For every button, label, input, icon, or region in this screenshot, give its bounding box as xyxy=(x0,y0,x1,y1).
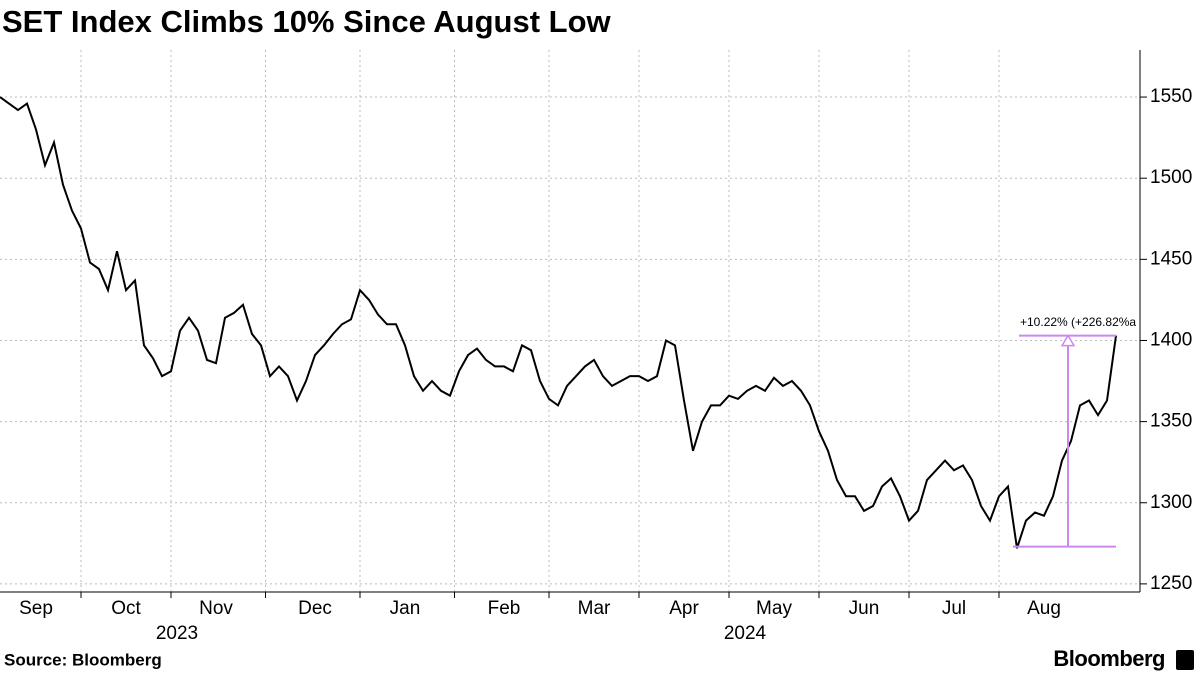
x-tick-label: Nov xyxy=(199,598,233,619)
year-label: 2023 xyxy=(156,623,198,644)
x-tick-label: May xyxy=(756,598,792,619)
x-tick-label: Apr xyxy=(669,598,699,619)
y-tick-label: 1500 xyxy=(1150,167,1192,188)
x-tick-label: Jun xyxy=(849,598,880,619)
y-tick-label: 1400 xyxy=(1150,329,1192,350)
year-label: 2024 xyxy=(724,623,767,644)
y-tick-label: 1550 xyxy=(1150,86,1192,107)
x-tick-label: Aug xyxy=(1027,598,1061,619)
x-tick-label: Sep xyxy=(19,598,53,619)
annotation-arrowhead xyxy=(1060,334,1076,347)
x-tick-label: Feb xyxy=(488,598,521,619)
brand-icon xyxy=(1176,650,1194,670)
x-tick-label: Jan xyxy=(390,598,421,619)
brand: Bloomberg xyxy=(1053,646,1165,671)
x-tick-label: Oct xyxy=(111,598,141,619)
y-tick-label: 1300 xyxy=(1150,492,1192,513)
y-tick-label: 1250 xyxy=(1150,573,1192,594)
y-tick-label: 1350 xyxy=(1150,411,1192,432)
y-tick-label: 1450 xyxy=(1150,248,1192,269)
chart-title: SET Index Climbs 10% Since August Low xyxy=(2,4,612,39)
data-line xyxy=(0,96,1117,549)
annotation-text: +10.22% (+226.82%a xyxy=(1020,315,1136,329)
x-tick-label: Jul xyxy=(942,598,966,619)
x-tick-label: Mar xyxy=(578,598,611,619)
source: Source: Bloomberg xyxy=(4,650,162,669)
x-tick-label: Dec xyxy=(298,598,332,619)
